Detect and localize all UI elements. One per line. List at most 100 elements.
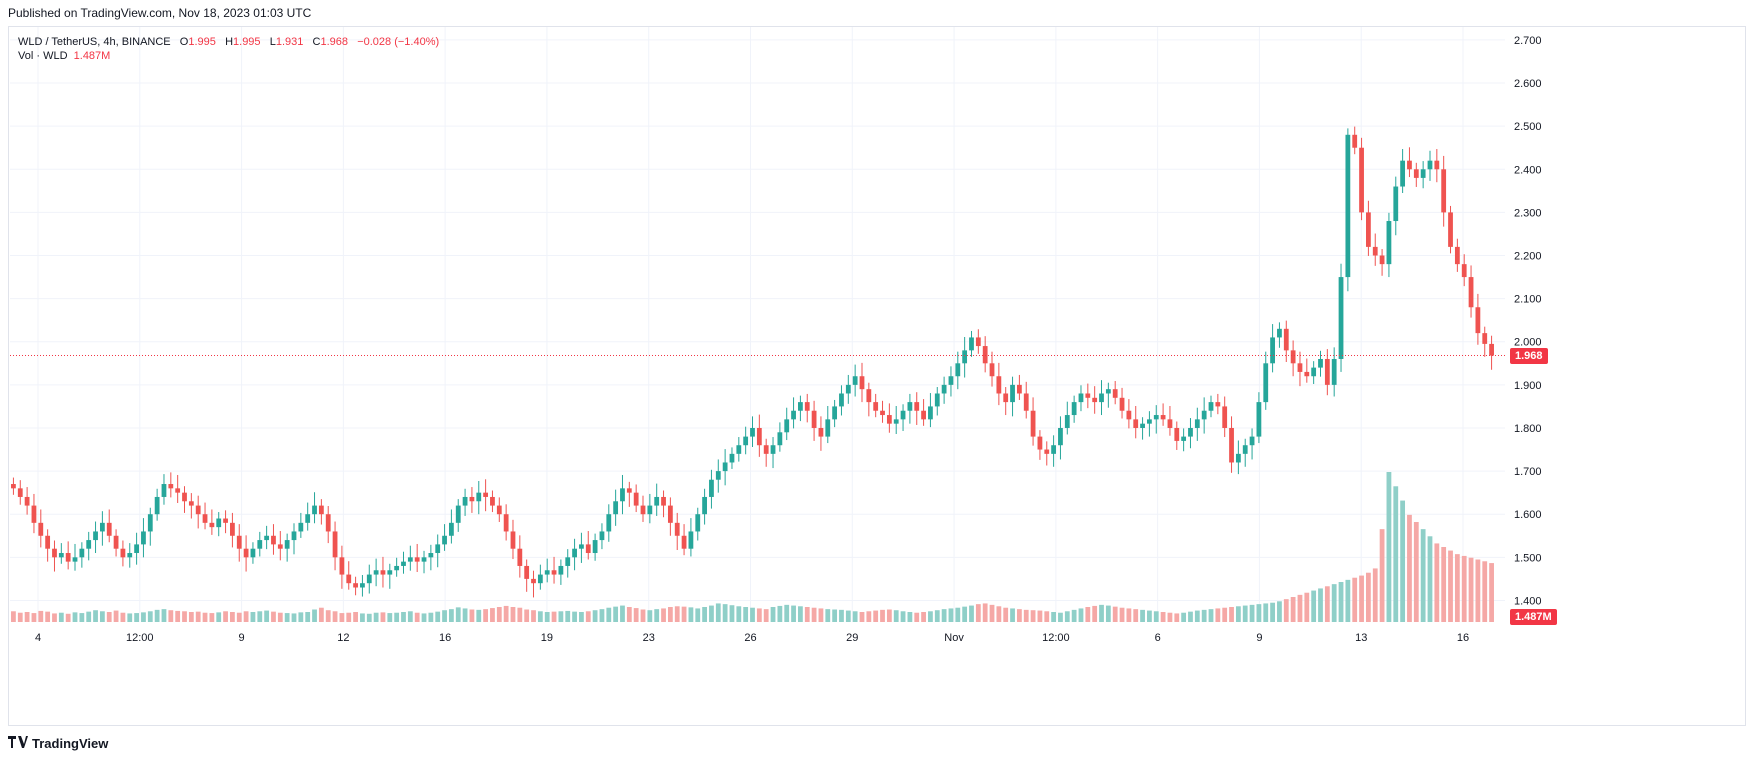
candle-body[interactable] (592, 540, 598, 554)
volume-bar[interactable] (257, 611, 263, 622)
candle-body[interactable] (585, 544, 591, 554)
volume-bar[interactable] (1058, 612, 1063, 622)
candle-body[interactable] (599, 531, 605, 541)
volume-bar[interactable] (524, 609, 530, 623)
volume-bar[interactable] (1119, 607, 1125, 622)
candle-body[interactable] (1140, 423, 1145, 428)
volume-bar[interactable] (886, 609, 892, 623)
candle-body[interactable] (934, 393, 940, 407)
volume-bar[interactable] (1359, 575, 1364, 622)
volume-bar[interactable] (1153, 611, 1159, 622)
candle-body[interactable] (1434, 160, 1440, 170)
volume-bar[interactable] (1064, 611, 1070, 622)
volume-bar[interactable] (763, 609, 769, 622)
volume-bar[interactable] (264, 610, 270, 622)
volume-bar[interactable] (407, 611, 413, 622)
volume-bar[interactable] (11, 611, 16, 622)
candle-body[interactable] (1058, 427, 1063, 446)
candle-body[interactable] (962, 350, 968, 364)
volume-bar[interactable] (380, 612, 386, 622)
candle-body[interactable] (168, 484, 174, 489)
candle-body[interactable] (188, 501, 194, 506)
candle-body[interactable] (880, 410, 885, 416)
candle-body[interactable] (750, 427, 755, 437)
candle-body[interactable] (394, 565, 400, 571)
volume-bar[interactable] (681, 606, 687, 622)
candle-body[interactable] (1030, 410, 1036, 437)
volume-bar[interactable] (195, 611, 201, 622)
candle-body[interactable] (58, 553, 64, 558)
candle-body[interactable] (1386, 221, 1392, 265)
volume-bar[interactable] (743, 607, 749, 622)
candle-body[interactable] (1297, 363, 1303, 372)
candle-body[interactable] (845, 384, 851, 394)
candle-body[interactable] (1448, 212, 1453, 247)
volume-bar[interactable] (17, 612, 23, 622)
candle-body[interactable] (1119, 397, 1125, 411)
candle-body[interactable] (79, 548, 85, 558)
candle-body[interactable] (647, 505, 653, 515)
volume-bar[interactable] (1413, 522, 1419, 622)
volume-bar[interactable] (284, 613, 290, 622)
volume-bar[interactable] (626, 607, 632, 622)
volume-bar[interactable] (722, 604, 728, 622)
candle-body[interactable] (1147, 419, 1152, 424)
candle-body[interactable] (702, 496, 707, 515)
volume-bar[interactable] (1338, 582, 1344, 622)
candle-body[interactable] (1331, 358, 1337, 385)
candle-body[interactable] (428, 553, 434, 558)
volume-bar[interactable] (1400, 500, 1406, 622)
volume-bar[interactable] (845, 610, 851, 622)
volume-bar[interactable] (476, 609, 482, 622)
volume-bar[interactable] (1003, 607, 1009, 622)
volume-bar[interactable] (1454, 554, 1460, 622)
volume-bar[interactable] (1133, 609, 1139, 622)
candle-body[interactable] (93, 531, 98, 541)
volume-bar[interactable] (1249, 604, 1255, 622)
candle-body[interactable] (496, 505, 502, 515)
candle-body[interactable] (640, 505, 646, 515)
volume-bar[interactable] (613, 606, 619, 622)
candle-body[interactable] (469, 496, 475, 502)
candle-body[interactable] (1270, 337, 1275, 364)
volume-bar[interactable] (914, 612, 920, 622)
candle-body[interactable] (230, 522, 235, 536)
candle-body[interactable] (353, 583, 358, 588)
candle-body[interactable] (1208, 402, 1214, 411)
volume-bar[interactable] (572, 611, 577, 622)
volume-bar[interactable] (79, 613, 85, 622)
candle-body[interactable] (948, 376, 954, 385)
candle-body[interactable] (1468, 277, 1474, 308)
candle-body[interactable] (360, 583, 365, 588)
candle-body[interactable] (674, 522, 680, 536)
volume-bar[interactable] (1277, 601, 1282, 622)
candle-body[interactable] (1407, 160, 1412, 170)
candle-body[interactable] (45, 535, 51, 549)
volume-bar[interactable] (414, 612, 420, 622)
volume-bar[interactable] (537, 611, 543, 622)
volume-bar[interactable] (702, 607, 707, 622)
volume-bar[interactable] (147, 611, 153, 622)
volume-bar[interactable] (1016, 609, 1022, 622)
candle-body[interactable] (544, 570, 550, 575)
volume-bar[interactable] (202, 612, 208, 622)
candle-body[interactable] (1235, 453, 1241, 463)
volume-bar[interactable] (99, 611, 105, 622)
candle-body[interactable] (161, 484, 167, 497)
candle-body[interactable] (510, 531, 516, 549)
volume-bar[interactable] (325, 610, 331, 622)
volume-bar[interactable] (271, 611, 276, 622)
candle-body[interactable] (1215, 402, 1221, 407)
candle-body[interactable] (407, 557, 413, 562)
volume-bar[interactable] (996, 606, 1002, 622)
volume-bar[interactable] (791, 605, 796, 622)
candle-body[interactable] (914, 402, 920, 411)
volume-bar[interactable] (353, 612, 358, 622)
candle-body[interactable] (1188, 427, 1193, 437)
candle-body[interactable] (633, 492, 639, 506)
volume-bar[interactable] (298, 612, 304, 622)
volume-bar[interactable] (435, 611, 441, 622)
volume-bar[interactable] (1297, 594, 1303, 622)
volume-bar[interactable] (154, 609, 160, 622)
candle-body[interactable] (852, 376, 858, 385)
